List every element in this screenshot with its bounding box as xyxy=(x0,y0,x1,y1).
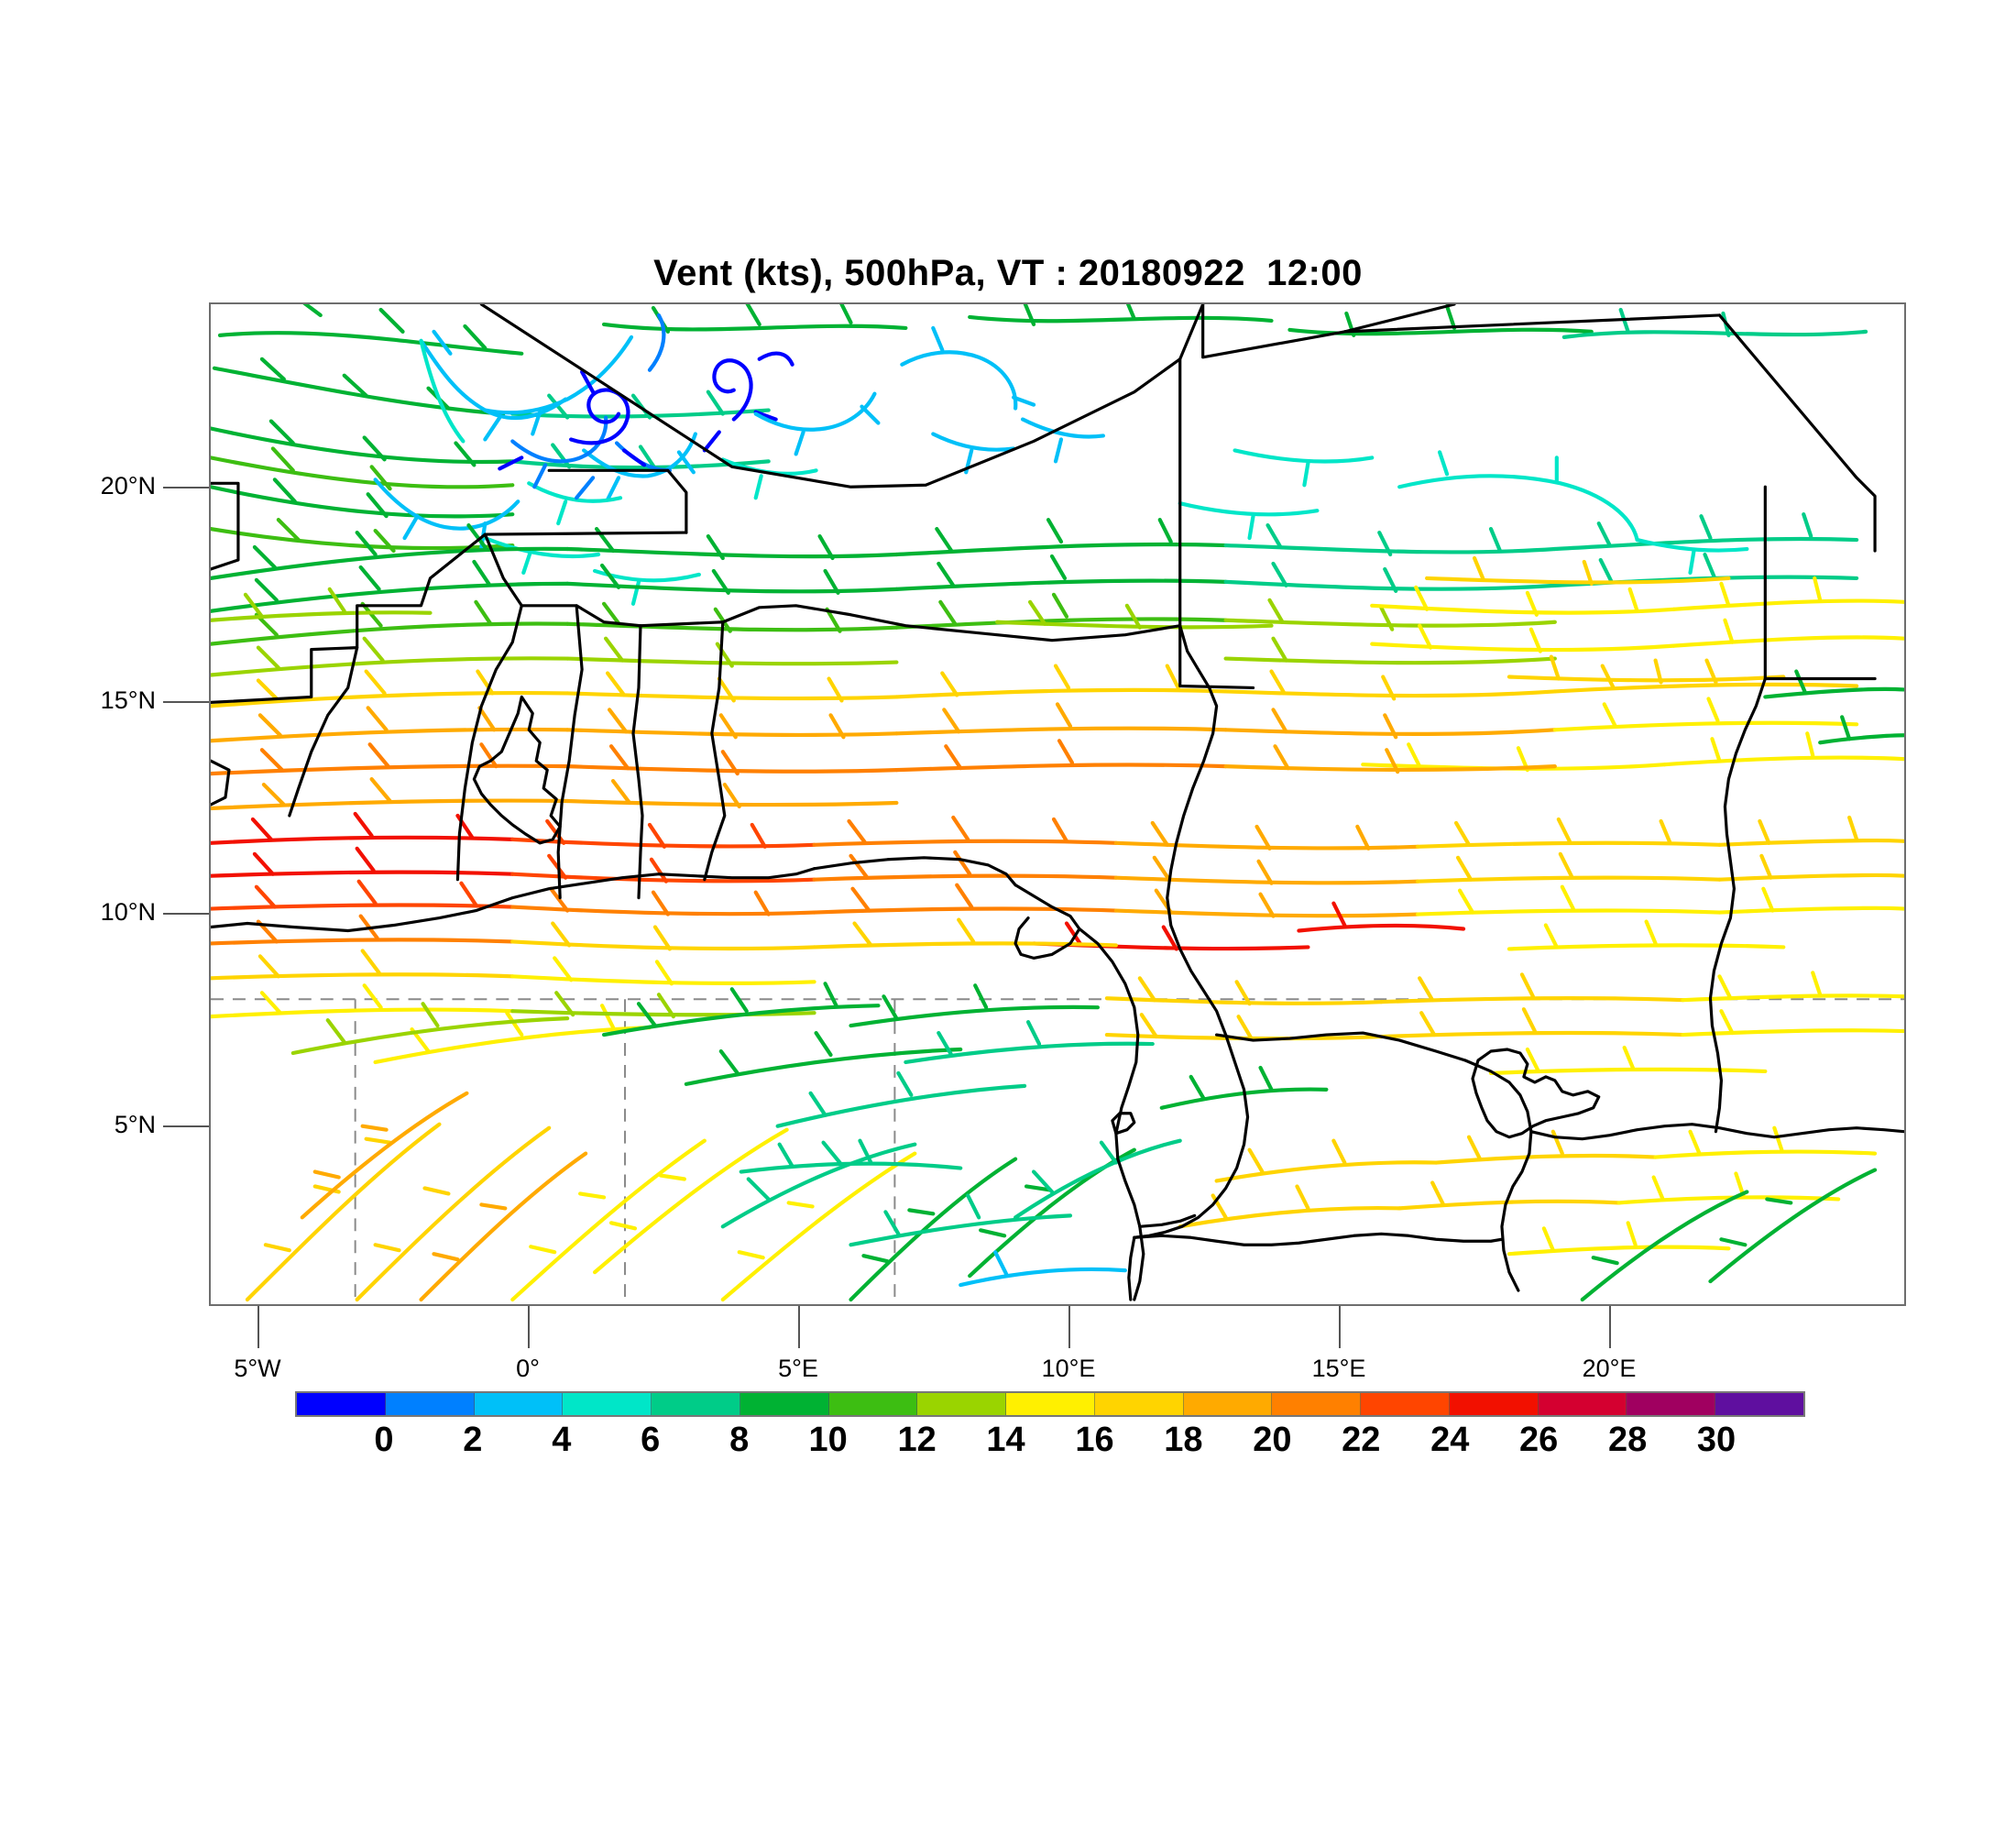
colorbar-band-10 xyxy=(1183,1393,1273,1415)
wind-streamlines xyxy=(211,304,1904,1302)
y-tick-mark-5n xyxy=(163,1125,209,1127)
colorbar-band-7 xyxy=(917,1393,1007,1415)
colorbar-tick-30: 30 xyxy=(1696,1421,1737,1459)
x-tick-label-15e: 15°E xyxy=(1311,1355,1366,1382)
x-tick-label-10e: 10°E xyxy=(1041,1355,1096,1382)
colorbar-band-15 xyxy=(1627,1393,1716,1415)
x-tick-label-20e: 20°E xyxy=(1582,1355,1637,1382)
x-tick-label-0: 0° xyxy=(516,1355,540,1382)
y-tick-label-10n: 10°N xyxy=(100,898,156,926)
colorbar-tick-16: 16 xyxy=(1075,1421,1114,1459)
colorbar-band-2 xyxy=(474,1393,564,1415)
colorbar-band-5 xyxy=(740,1393,829,1415)
colorbar-tick-8: 8 xyxy=(729,1421,750,1459)
colorbar-tick-12: 12 xyxy=(897,1421,937,1459)
colorbar-band-13 xyxy=(1449,1393,1539,1415)
colorbar-tick-26: 26 xyxy=(1519,1421,1559,1459)
colorbar-tick-2: 2 xyxy=(463,1421,483,1459)
x-tick-mark-20e xyxy=(1609,1306,1611,1348)
colorbar xyxy=(295,1391,1805,1417)
colorbar-tick-6: 6 xyxy=(641,1421,661,1459)
y-tick-mark-15n xyxy=(163,701,209,703)
colorbar-bands xyxy=(295,1391,1805,1417)
colorbar-band-9 xyxy=(1094,1393,1184,1415)
colorbar-tick-20: 20 xyxy=(1253,1421,1292,1459)
colorbar-band-14 xyxy=(1538,1393,1627,1415)
colorbar-band-6 xyxy=(828,1393,918,1415)
y-tick-mark-10n xyxy=(163,913,209,915)
country-borders xyxy=(211,304,1904,1301)
colorbar-tick-14: 14 xyxy=(986,1421,1025,1459)
colorbar-tick-10: 10 xyxy=(808,1421,848,1459)
colorbar-band-3 xyxy=(563,1393,652,1415)
x-tick-mark-0 xyxy=(528,1306,530,1348)
x-tick-label-5w: 5°W xyxy=(234,1355,281,1382)
colorbar-tick-4: 4 xyxy=(552,1421,572,1459)
page-title: Vent (kts), 500hPa, VT : 20180922 12:00 xyxy=(653,253,1363,293)
colorbar-tick-labels: 0 2 4 6 8 10 12 14 16 18 20 22 24 26 28 30 xyxy=(295,1421,1805,1468)
y-tick-label-15n: 15°N xyxy=(100,686,156,714)
colorbar-band-16 xyxy=(1715,1393,1804,1415)
x-tick-mark-5e xyxy=(798,1306,800,1348)
colorbar-tick-24: 24 xyxy=(1430,1421,1470,1459)
y-tick-label-20n: 20°N xyxy=(100,472,156,499)
colorbar-band-0 xyxy=(297,1393,386,1415)
colorbar-band-12 xyxy=(1361,1393,1450,1415)
y-tick-mark-20n xyxy=(163,487,209,488)
colorbar-tick-18: 18 xyxy=(1164,1421,1203,1459)
colorbar-band-1 xyxy=(385,1393,475,1415)
colorbar-band-11 xyxy=(1272,1393,1362,1415)
colorbar-tick-0: 0 xyxy=(374,1421,394,1459)
y-tick-label-5n: 5°N xyxy=(114,1111,156,1138)
x-tick-mark-10e xyxy=(1068,1306,1070,1348)
map-plot-area xyxy=(209,302,1906,1306)
x-tick-mark-5w xyxy=(257,1306,259,1348)
colorbar-band-4 xyxy=(652,1393,740,1415)
x-tick-mark-15e xyxy=(1339,1306,1341,1348)
colorbar-tick-28: 28 xyxy=(1607,1421,1648,1459)
x-tick-label-5e: 5°E xyxy=(778,1355,818,1382)
wind-field-svg xyxy=(211,304,1904,1304)
colorbar-tick-22: 22 xyxy=(1342,1421,1381,1459)
colorbar-band-8 xyxy=(1006,1393,1095,1415)
